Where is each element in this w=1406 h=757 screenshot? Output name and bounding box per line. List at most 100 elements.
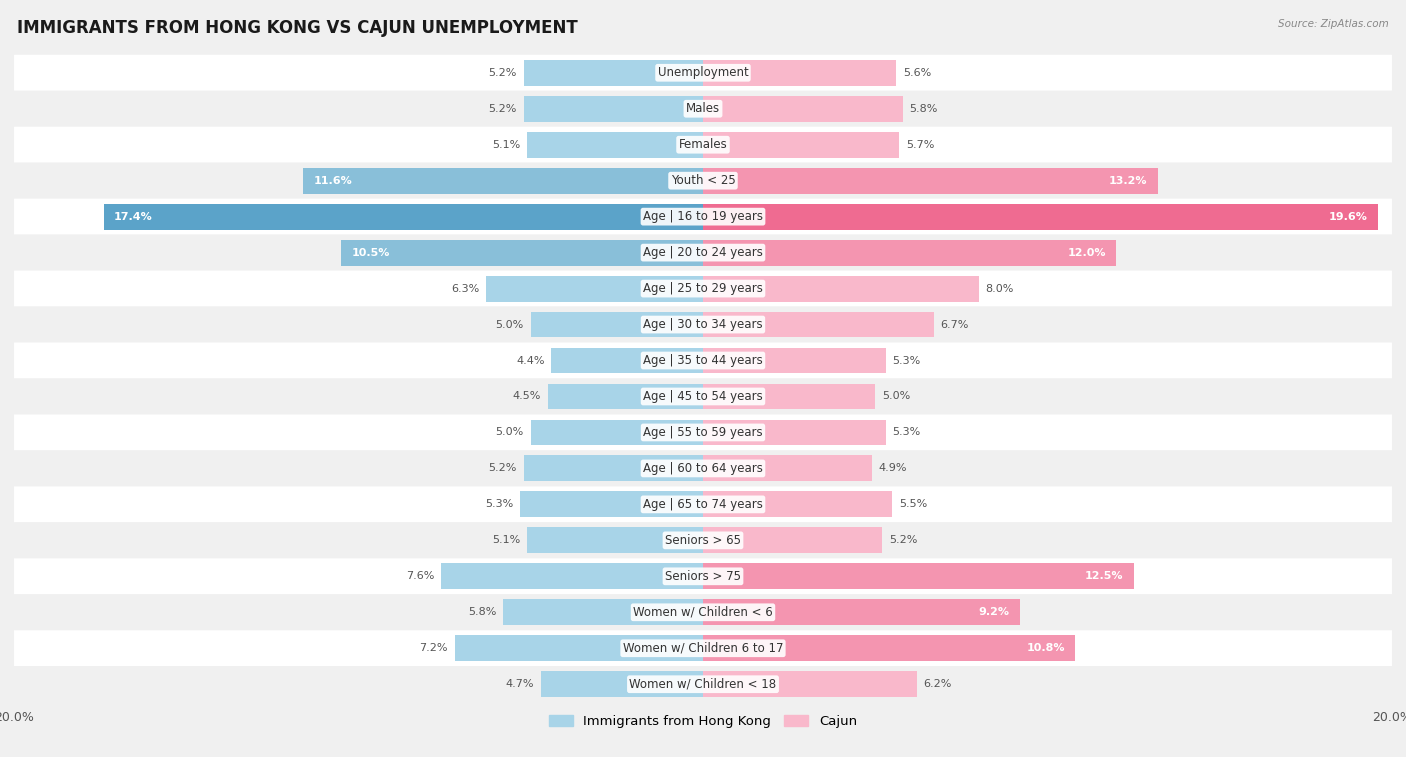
Bar xyxy=(541,671,703,697)
Text: Seniors > 65: Seniors > 65 xyxy=(665,534,741,547)
Text: Age | 45 to 54 years: Age | 45 to 54 years xyxy=(643,390,763,403)
Legend: Immigrants from Hong Kong, Cajun: Immigrants from Hong Kong, Cajun xyxy=(544,709,862,734)
Text: Age | 25 to 29 years: Age | 25 to 29 years xyxy=(643,282,763,295)
Bar xyxy=(703,276,979,301)
Text: 5.1%: 5.1% xyxy=(492,140,520,150)
Bar xyxy=(703,384,875,410)
Bar xyxy=(520,491,703,517)
Bar xyxy=(304,168,703,194)
Text: 10.8%: 10.8% xyxy=(1026,643,1064,653)
Text: 5.2%: 5.2% xyxy=(889,535,917,545)
Text: 5.6%: 5.6% xyxy=(903,68,931,78)
Text: 4.5%: 4.5% xyxy=(513,391,541,401)
FancyBboxPatch shape xyxy=(14,666,1392,702)
Bar xyxy=(703,563,1133,589)
Text: 8.0%: 8.0% xyxy=(986,284,1014,294)
Text: Unemployment: Unemployment xyxy=(658,67,748,79)
Bar xyxy=(548,384,703,410)
Text: 4.9%: 4.9% xyxy=(879,463,907,473)
Bar xyxy=(703,60,896,86)
Text: Women w/ Children < 6: Women w/ Children < 6 xyxy=(633,606,773,618)
FancyBboxPatch shape xyxy=(14,450,1392,487)
Text: Age | 20 to 24 years: Age | 20 to 24 years xyxy=(643,246,763,259)
FancyBboxPatch shape xyxy=(14,55,1392,91)
FancyBboxPatch shape xyxy=(14,198,1392,235)
Bar xyxy=(703,312,934,338)
Text: 10.5%: 10.5% xyxy=(352,248,389,257)
Bar xyxy=(703,240,1116,266)
Bar xyxy=(527,528,703,553)
Text: Age | 55 to 59 years: Age | 55 to 59 years xyxy=(643,426,763,439)
Bar xyxy=(703,528,882,553)
Bar xyxy=(456,635,703,661)
Text: 6.7%: 6.7% xyxy=(941,319,969,329)
FancyBboxPatch shape xyxy=(14,342,1392,378)
Text: 6.2%: 6.2% xyxy=(924,679,952,689)
Text: 9.2%: 9.2% xyxy=(979,607,1010,617)
Text: 5.5%: 5.5% xyxy=(900,500,928,509)
Text: Seniors > 75: Seniors > 75 xyxy=(665,570,741,583)
Text: Women w/ Children < 18: Women w/ Children < 18 xyxy=(630,678,776,690)
Bar xyxy=(551,347,703,373)
Bar xyxy=(703,419,886,445)
Text: 7.6%: 7.6% xyxy=(406,572,434,581)
FancyBboxPatch shape xyxy=(14,126,1392,163)
Text: 5.2%: 5.2% xyxy=(489,104,517,114)
Text: 19.6%: 19.6% xyxy=(1329,212,1368,222)
Text: 5.0%: 5.0% xyxy=(496,428,524,438)
Text: 5.0%: 5.0% xyxy=(882,391,910,401)
FancyBboxPatch shape xyxy=(14,91,1392,126)
FancyBboxPatch shape xyxy=(14,594,1392,631)
Text: Age | 30 to 34 years: Age | 30 to 34 years xyxy=(643,318,763,331)
FancyBboxPatch shape xyxy=(14,270,1392,307)
Bar xyxy=(342,240,703,266)
Text: 4.7%: 4.7% xyxy=(506,679,534,689)
Bar xyxy=(703,132,900,157)
FancyBboxPatch shape xyxy=(14,378,1392,415)
Bar xyxy=(703,600,1019,625)
FancyBboxPatch shape xyxy=(14,415,1392,450)
Text: 5.8%: 5.8% xyxy=(910,104,938,114)
Bar xyxy=(486,276,703,301)
Bar xyxy=(524,96,703,122)
Bar xyxy=(703,347,886,373)
Text: 5.7%: 5.7% xyxy=(907,140,935,150)
Text: 5.3%: 5.3% xyxy=(893,356,921,366)
Bar xyxy=(531,419,703,445)
Text: 5.3%: 5.3% xyxy=(893,428,921,438)
FancyBboxPatch shape xyxy=(14,631,1392,666)
Text: Males: Males xyxy=(686,102,720,115)
FancyBboxPatch shape xyxy=(14,559,1392,594)
Text: 5.2%: 5.2% xyxy=(489,68,517,78)
Text: Youth < 25: Youth < 25 xyxy=(671,174,735,187)
Bar xyxy=(524,60,703,86)
FancyBboxPatch shape xyxy=(14,163,1392,198)
FancyBboxPatch shape xyxy=(14,235,1392,270)
Bar xyxy=(703,96,903,122)
Text: Source: ZipAtlas.com: Source: ZipAtlas.com xyxy=(1278,19,1389,29)
Bar xyxy=(503,600,703,625)
FancyBboxPatch shape xyxy=(14,487,1392,522)
FancyBboxPatch shape xyxy=(14,522,1392,559)
Text: 11.6%: 11.6% xyxy=(314,176,353,185)
Bar xyxy=(703,204,1378,229)
Bar xyxy=(527,132,703,157)
Text: 5.3%: 5.3% xyxy=(485,500,513,509)
Text: 12.5%: 12.5% xyxy=(1085,572,1123,581)
Bar xyxy=(703,168,1157,194)
Bar xyxy=(703,456,872,481)
Text: 5.0%: 5.0% xyxy=(496,319,524,329)
FancyBboxPatch shape xyxy=(14,307,1392,342)
Text: Women w/ Children 6 to 17: Women w/ Children 6 to 17 xyxy=(623,642,783,655)
Text: Age | 60 to 64 years: Age | 60 to 64 years xyxy=(643,462,763,475)
Text: Females: Females xyxy=(679,139,727,151)
Text: 4.4%: 4.4% xyxy=(516,356,544,366)
Bar xyxy=(703,635,1076,661)
Text: Age | 16 to 19 years: Age | 16 to 19 years xyxy=(643,210,763,223)
Bar xyxy=(703,671,917,697)
Bar xyxy=(441,563,703,589)
Text: 7.2%: 7.2% xyxy=(419,643,449,653)
Text: 5.2%: 5.2% xyxy=(489,463,517,473)
Text: 6.3%: 6.3% xyxy=(451,284,479,294)
Text: 12.0%: 12.0% xyxy=(1067,248,1107,257)
